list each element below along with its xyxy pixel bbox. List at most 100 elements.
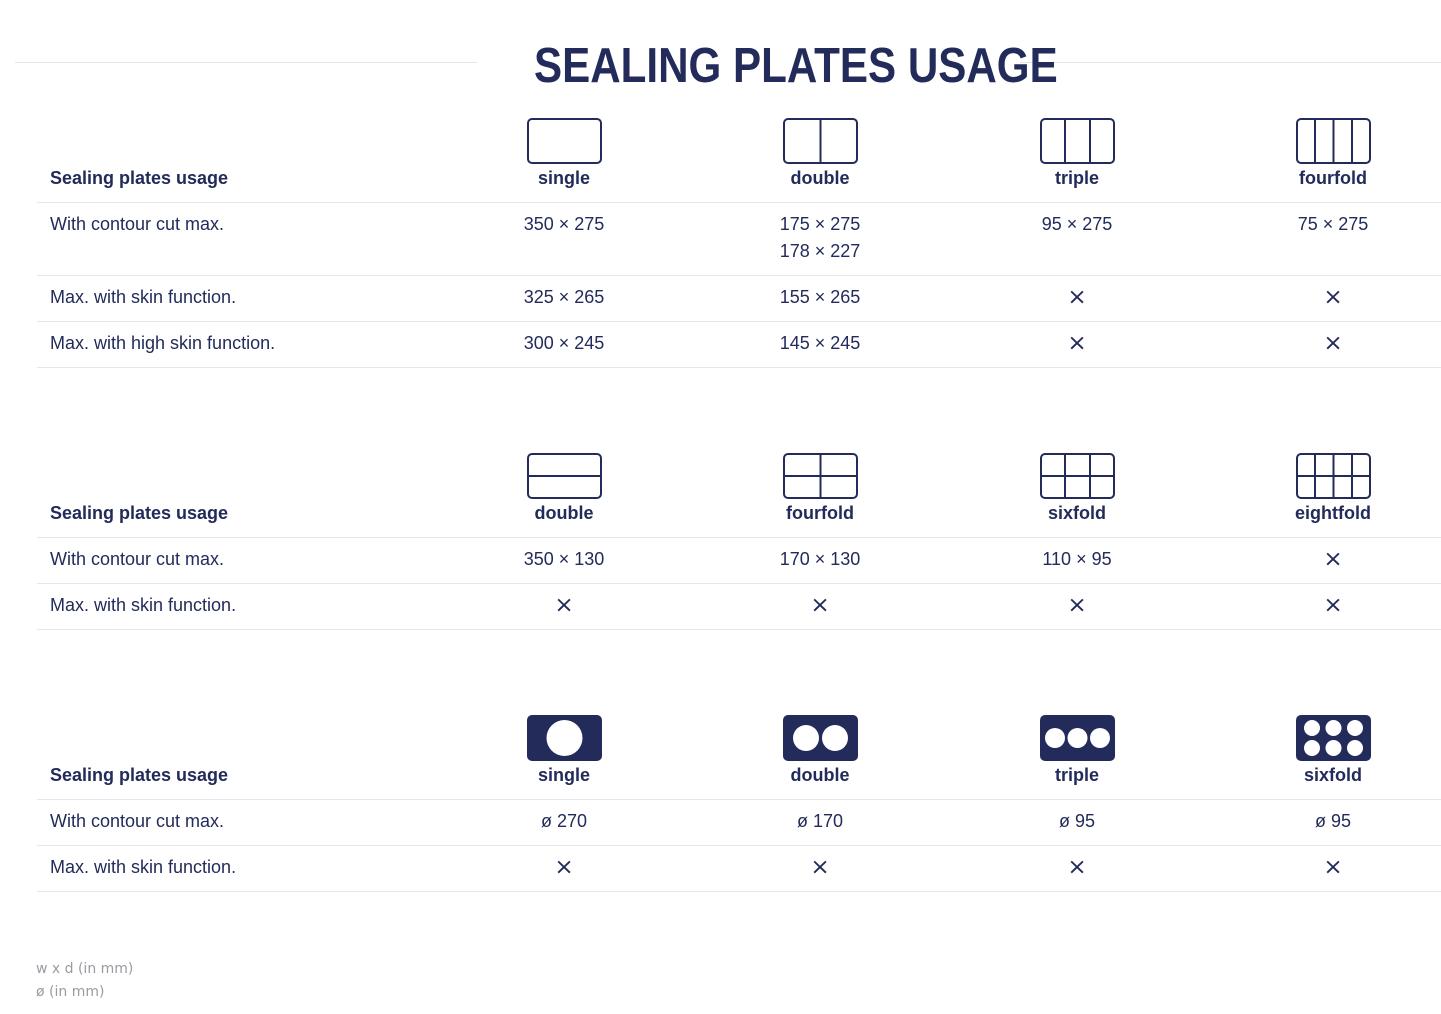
not-available-icon: × <box>1323 285 1343 310</box>
table-header-row: Sealing plates usage single double tripl… <box>37 707 1441 800</box>
plate-fourfold-grid-icon <box>783 453 858 499</box>
value-text: 145 × 245 <box>779 333 861 353</box>
not-available-icon: × <box>554 593 574 618</box>
table-header-row: Sealing plates usage single double tripl… <box>37 110 1441 203</box>
table-row: Max. with skin function. × × × × <box>37 846 1441 892</box>
not-available-icon: × <box>1323 547 1343 572</box>
column-header: sixfold <box>1047 503 1106 523</box>
value-cell: × <box>1233 546 1433 573</box>
header-label: Sealing plates usage <box>50 503 229 523</box>
column-header: fourfold <box>1299 168 1367 188</box>
plate-double-horizontal-icon <box>527 453 602 499</box>
value-text: 350 × 275 <box>523 214 605 234</box>
round-single-icon <box>527 715 602 761</box>
plate-double-vertical-icon <box>783 118 858 164</box>
header-label: Sealing plates usage <box>50 765 229 785</box>
value-cell: 300 × 245 <box>464 330 664 357</box>
value-cell: 145 × 245 <box>720 330 920 357</box>
value-cell: × <box>720 592 920 619</box>
table-row: Max. with skin function. 325 × 265 155 ×… <box>37 276 1441 322</box>
not-available-icon: × <box>1323 855 1343 880</box>
not-available-icon: × <box>1067 285 1087 310</box>
value-cell: × <box>464 854 664 881</box>
value-cell: 170 × 130 <box>720 546 920 573</box>
plate-single-icon <box>527 118 602 164</box>
column-header: triple <box>1054 168 1099 188</box>
value-cell: 350 × 275 <box>464 211 664 238</box>
value-cell: 155 × 265 <box>720 284 920 311</box>
value-cell: 75 × 275 <box>1233 211 1433 238</box>
row-label: With contour cut max. <box>50 549 225 569</box>
value-cell: × <box>464 592 664 619</box>
value-text: ø 270 <box>540 811 588 831</box>
title-divider-right <box>1020 62 1441 63</box>
plate-fourfold-vertical-icon <box>1296 118 1371 164</box>
value-cell: ø 95 <box>977 808 1177 835</box>
footnote-dimensions: w x d (in mm) <box>36 961 134 977</box>
row-label: With contour cut max. <box>50 214 225 234</box>
row-label: Max. with high skin function. <box>50 333 276 353</box>
column-header: fourfold <box>786 503 854 523</box>
row-label: Max. with skin function. <box>50 857 237 877</box>
table-row: With contour cut max. 350 × 275 175 × 27… <box>37 203 1441 276</box>
value-text: ø 95 <box>1058 811 1096 831</box>
table-row: With contour cut max. 350 × 130 170 × 13… <box>37 538 1441 584</box>
value-text: ø 95 <box>1314 811 1352 831</box>
column-header: eightfold <box>1295 503 1371 523</box>
column-header: single <box>537 168 590 188</box>
value-text: 325 × 265 <box>523 287 605 307</box>
value-cell: ø 270 <box>464 808 664 835</box>
column-header: sixfold <box>1303 765 1362 785</box>
title-divider-left <box>15 62 477 63</box>
value-text: 175 × 275 <box>779 214 861 234</box>
value-cell: 350 × 130 <box>464 546 664 573</box>
row-label: With contour cut max. <box>50 811 225 831</box>
value-text: 75 × 275 <box>1297 214 1369 234</box>
not-available-icon: × <box>1067 331 1087 356</box>
not-available-icon: × <box>1067 855 1087 880</box>
page-title: SEALING PLATES USAGE <box>534 39 1058 93</box>
table-header-row: Sealing plates usage double fourfold six… <box>37 445 1441 538</box>
round-triple-icon <box>1040 715 1115 761</box>
value-cell: × <box>1233 284 1433 311</box>
column-header: triple <box>1054 765 1099 785</box>
value-cell: × <box>1233 592 1433 619</box>
value-cell: 325 × 265 <box>464 284 664 311</box>
column-header: double <box>790 765 850 785</box>
value-text: 350 × 130 <box>523 549 605 569</box>
row-label: Max. with skin function. <box>50 287 237 307</box>
not-available-icon: × <box>1323 331 1343 356</box>
plate-triple-vertical-icon <box>1040 118 1115 164</box>
column-header: single <box>537 765 590 785</box>
value-cell: × <box>1233 854 1433 881</box>
value-text: 170 × 130 <box>779 549 861 569</box>
not-available-icon: × <box>554 855 574 880</box>
value-cell: × <box>977 592 1177 619</box>
column-header: double <box>790 168 850 188</box>
column-header: double <box>534 503 594 523</box>
table-row: Max. with skin function. × × × × <box>37 584 1441 630</box>
value-text: 155 × 265 <box>779 287 861 307</box>
not-available-icon: × <box>1323 593 1343 618</box>
not-available-icon: × <box>1067 593 1087 618</box>
value-cell: × <box>720 854 920 881</box>
not-available-icon: × <box>810 593 830 618</box>
value-cell: 110 × 95 <box>977 546 1177 573</box>
value-text: ø 170 <box>796 811 844 831</box>
value-cell: 95 × 275 <box>977 211 1177 238</box>
header-label: Sealing plates usage <box>50 168 229 188</box>
round-sixfold-icon <box>1296 715 1371 761</box>
value-text: 95 × 275 <box>1041 214 1113 234</box>
value-cell: × <box>977 284 1177 311</box>
table-row: With contour cut max. ø 270 ø 170 ø 95 ø… <box>37 800 1441 846</box>
plate-eightfold-grid-icon <box>1296 453 1371 499</box>
round-double-icon <box>783 715 858 761</box>
not-available-icon: × <box>810 855 830 880</box>
value-text: 178 × 227 <box>779 241 861 261</box>
table-row: Max. with high skin function. 300 × 245 … <box>37 322 1441 368</box>
value-cell: × <box>977 854 1177 881</box>
value-text: 110 × 95 <box>1042 549 1112 569</box>
row-label: Max. with skin function. <box>50 595 237 615</box>
footnote-diameter: ø (in mm) <box>36 984 105 1000</box>
value-cell: × <box>1233 330 1433 357</box>
